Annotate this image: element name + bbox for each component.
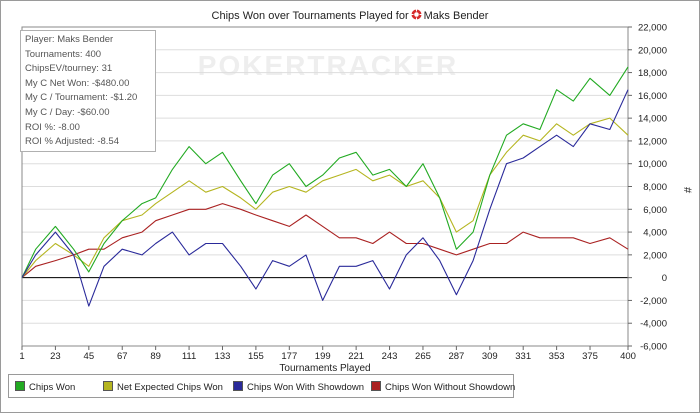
stat-tournaments: Tournaments: 400 [25, 48, 102, 60]
legend-label: Chips Won Without Showdown [385, 382, 516, 393]
x-tick-label: 89 [150, 351, 161, 362]
legend-item-without-showdown[interactable]: Chips Won Without Showdown [371, 381, 515, 393]
x-tick-label: 67 [117, 351, 128, 362]
legend-swatch [103, 381, 113, 391]
legend-label: Chips Won With Showdown [247, 382, 365, 393]
pokertracker-watermark: POKERTRACKER [198, 50, 458, 81]
x-tick-label: 331 [515, 351, 531, 362]
legend-item-chips-won[interactable]: Chips Won [15, 381, 75, 393]
y-tick-label: 2,000 [643, 250, 667, 261]
stat-player: Player: Maks Bender [25, 34, 114, 45]
y-tick-label: 6,000 [643, 205, 667, 216]
x-tick-label: 375 [582, 351, 598, 362]
x-tick-label: 155 [248, 351, 264, 362]
y-tick-label: 18,000 [638, 68, 667, 79]
series-layer [21, 66, 629, 307]
x-tick-label: 287 [448, 351, 464, 362]
legend-label: Net Expected Chips Won [117, 382, 223, 393]
x-tick-label: 45 [84, 351, 95, 362]
y-tick-label: 10,000 [638, 159, 667, 170]
series-line-chips-won [21, 66, 629, 278]
poker-chip-icon [411, 9, 422, 20]
x-tick-label: 177 [281, 351, 297, 362]
x-tick-label: 400 [620, 351, 636, 362]
y-tick-label: 0 [662, 273, 667, 284]
x-tick-label: 1 [19, 351, 24, 362]
x-tick-label: 353 [549, 351, 565, 362]
x-tick-label: 309 [482, 351, 498, 362]
y-tick-label: 22,000 [638, 23, 667, 34]
y-tick-label: -2,000 [640, 296, 667, 307]
y-tick-label: 12,000 [638, 136, 667, 147]
legend-item-net-expected[interactable]: Net Expected Chips Won [103, 381, 223, 393]
y-axis-label: # [681, 187, 693, 194]
x-tick-label: 23 [50, 351, 61, 362]
stat-roi: ROI %: -8.00 [25, 121, 80, 133]
title-prefix: Chips Won over Tournaments Played for [211, 10, 409, 22]
legend-swatch [371, 381, 381, 391]
x-axis-label: Tournaments Played [279, 363, 370, 374]
stat-per-day: My C / Day: -$60.00 [25, 106, 110, 118]
y-tick-label: 4,000 [643, 228, 667, 239]
legend-item-with-showdown[interactable]: Chips Won With Showdown [233, 381, 364, 393]
series-line-without-showdown [21, 203, 629, 279]
x-tick-label: 221 [348, 351, 364, 362]
series-line-with-showdown [21, 89, 629, 307]
stat-chipsev: ChipsEV/tourney: 31 [25, 63, 113, 75]
y-tick-label: 20,000 [638, 45, 667, 56]
y-tick-label: 14,000 [638, 114, 667, 125]
y-tick-label: -6,000 [640, 342, 667, 353]
x-axis: 1 23 45 67 89 111 133 155 177 199 221 243 265 287 309 3… [19, 346, 636, 362]
x-tick-label: 133 [215, 351, 231, 362]
stat-per-tournament: My C / Tournament: -$1.20 [25, 92, 138, 104]
legend-label: Chips Won [29, 382, 76, 393]
stat-net-won: My C Net Won: -$480.00 [25, 77, 130, 89]
x-tick-label: 111 [182, 351, 196, 362]
y-tick-label: -4,000 [640, 319, 667, 330]
player-name: Maks Bender [423, 10, 489, 22]
legend-swatch [15, 381, 25, 391]
x-tick-label: 199 [315, 351, 331, 362]
y-tick-label: 16,000 [638, 91, 667, 102]
y-axis: 22,000 20,000 18,000 16,000 14,000 12,000 10,0… [628, 23, 667, 353]
y-tick-label: 8,000 [643, 182, 667, 193]
chart-legend: Chips Won Net Expected Chips Won Chips W… [8, 374, 515, 398]
chart-title: Chips Won over Tournaments Played for Mak… [0, 9, 700, 22]
x-tick-label: 265 [415, 351, 431, 362]
stat-roi-adjusted: ROI % Adjusted: -8.54 [25, 136, 119, 148]
x-tick-label: 243 [382, 351, 398, 362]
legend-swatch [233, 381, 243, 391]
player-stats-box: Player: Maks Bender Tournaments: 400 Chi… [20, 30, 156, 152]
